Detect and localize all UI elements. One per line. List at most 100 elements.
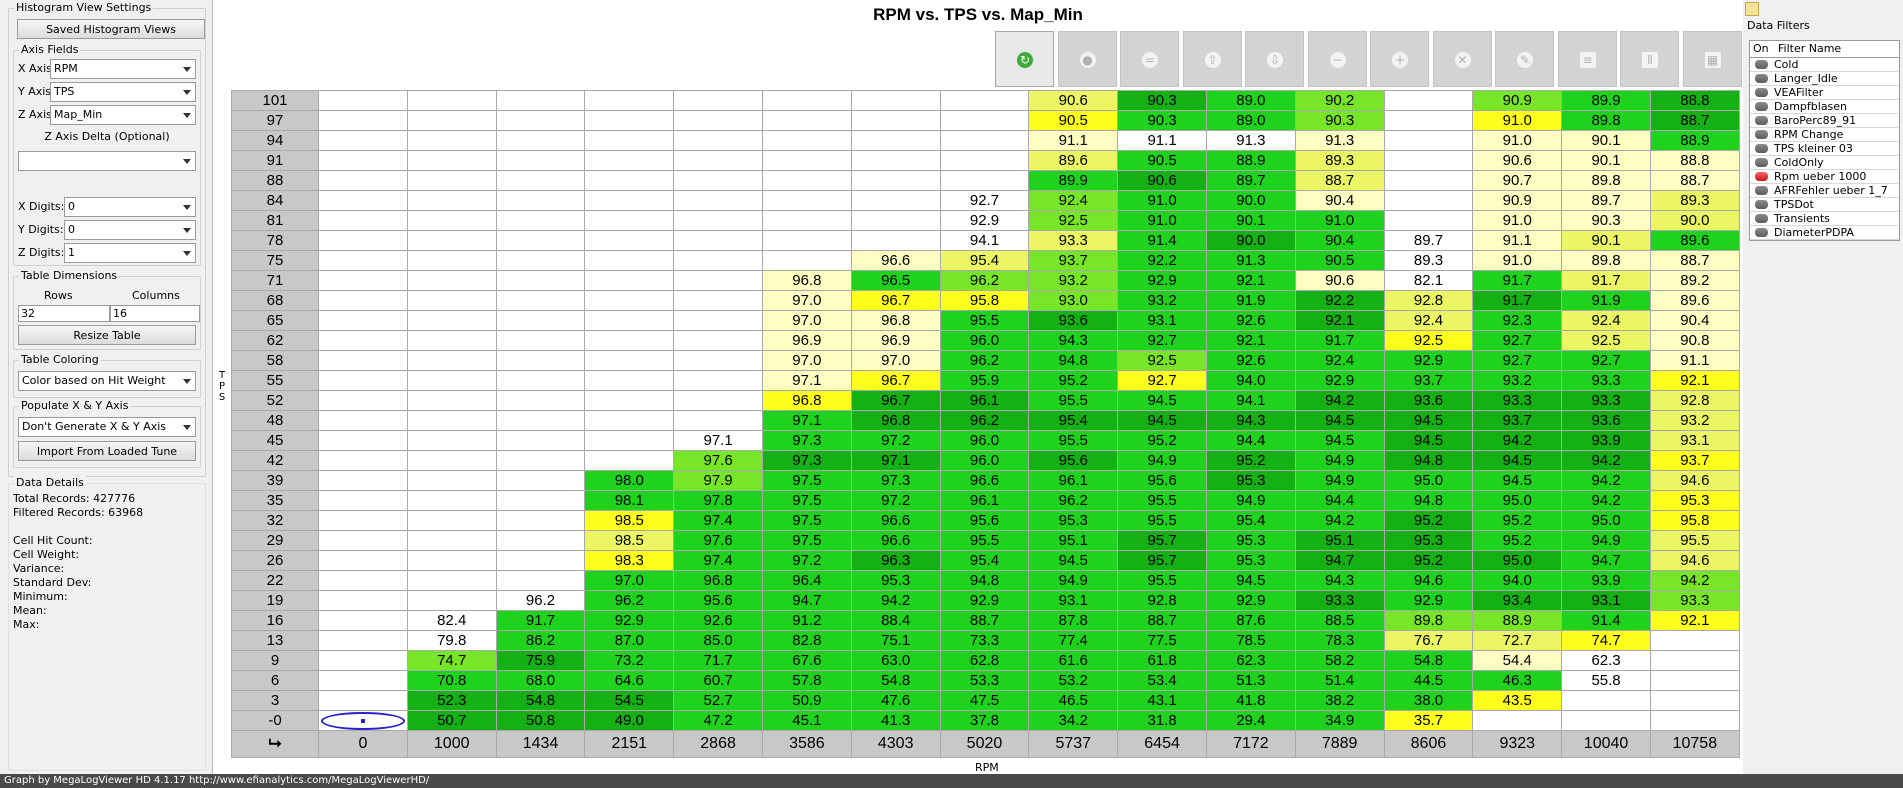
histogram-cell[interactable] — [495, 310, 586, 331]
histogram-cell[interactable]: 93.1 — [1561, 590, 1651, 611]
histogram-cell[interactable]: 54.8 — [1383, 650, 1474, 671]
histogram-cell[interactable] — [761, 230, 852, 251]
histogram-cell[interactable] — [495, 270, 586, 291]
histogram-cell[interactable]: 94.7 — [1294, 550, 1385, 571]
histogram-cell[interactable]: 74.7 — [406, 650, 497, 671]
histogram-cell[interactable] — [495, 530, 586, 551]
histogram-cell[interactable]: 97.2 — [850, 430, 941, 451]
histogram-cell[interactable] — [673, 250, 763, 271]
filter-row[interactable]: Transients — [1750, 212, 1899, 226]
histogram-cell[interactable]: 87.6 — [1205, 610, 1296, 631]
histogram-cell[interactable] — [673, 350, 763, 371]
histogram-cell[interactable]: 97.0 — [584, 570, 675, 591]
histogram-cell[interactable]: 97.6 — [673, 450, 763, 471]
histogram-cell[interactable]: 97.0 — [761, 310, 852, 331]
histogram-cell[interactable]: 93.6 — [1383, 390, 1474, 411]
histogram-cell[interactable]: 54.4 — [1472, 650, 1563, 671]
histogram-cell[interactable]: 88.9 — [1649, 130, 1740, 151]
histogram-cell[interactable]: 90.5 — [1028, 110, 1119, 131]
histogram-cell[interactable]: 97.4 — [673, 510, 763, 531]
filter-toggle-icon[interactable] — [1755, 60, 1768, 69]
histogram-cell[interactable] — [318, 110, 408, 131]
histogram-cell[interactable] — [673, 210, 763, 231]
histogram-cell[interactable]: 93.7 — [1028, 250, 1119, 271]
histogram-cell[interactable]: 96.2 — [939, 270, 1030, 291]
histogram-cell[interactable]: 92.9 — [1205, 590, 1296, 611]
histogram-cell[interactable] — [406, 90, 497, 111]
histogram-cell[interactable]: 96.8 — [761, 390, 852, 411]
filter-toggle-icon[interactable] — [1755, 228, 1768, 237]
histogram-cell[interactable] — [1383, 130, 1474, 151]
histogram-cell[interactable]: 90.2 — [1294, 90, 1385, 111]
histogram-cell[interactable] — [406, 550, 497, 571]
histogram-cell[interactable]: 94.6 — [1383, 570, 1474, 591]
histogram-cell[interactable]: 78.3 — [1294, 630, 1385, 651]
resize-table-button[interactable]: Resize Table — [18, 325, 196, 345]
histogram-cell[interactable]: 94.5 — [1472, 450, 1563, 471]
histogram-cell[interactable]: 97.3 — [761, 450, 852, 471]
histogram-cell[interactable]: 90.6 — [1294, 270, 1385, 291]
histogram-cell[interactable]: 95.3 — [1205, 550, 1296, 571]
histogram-cell[interactable] — [673, 170, 763, 191]
histogram-cell[interactable]: 93.3 — [1294, 590, 1385, 611]
histogram-cell[interactable]: 71.7 — [673, 650, 763, 671]
histogram-cell[interactable] — [406, 410, 497, 431]
histogram-cell[interactable]: 92.4 — [1383, 310, 1474, 331]
histogram-cell[interactable]: 77.4 — [1028, 630, 1119, 651]
histogram-cell[interactable] — [939, 170, 1030, 191]
histogram-cell[interactable] — [584, 430, 675, 451]
histogram-cell[interactable] — [1472, 710, 1563, 731]
histogram-cell[interactable] — [673, 150, 763, 171]
histogram-cell[interactable] — [584, 370, 675, 391]
histogram-cell[interactable]: 97.2 — [761, 550, 852, 571]
histogram-cell[interactable] — [318, 450, 408, 471]
histogram-cell[interactable]: 53.4 — [1117, 670, 1207, 691]
histogram-cell[interactable]: 62.3 — [1561, 650, 1651, 671]
histogram-cell[interactable]: 91.7 — [495, 610, 586, 631]
histogram-cell[interactable]: 95.0 — [1561, 510, 1651, 531]
histogram-cell[interactable]: 47.6 — [850, 690, 941, 711]
histogram-cell[interactable]: 94.2 — [1561, 470, 1651, 491]
histogram-cell[interactable]: 94.2 — [1561, 490, 1651, 511]
histogram-cell[interactable]: 95.4 — [939, 250, 1030, 271]
histogram-cell[interactable] — [406, 190, 497, 211]
download-button[interactable]: ⇩ — [1245, 31, 1304, 87]
equals-button[interactable]: = — [1120, 31, 1179, 87]
histogram-cell[interactable] — [318, 150, 408, 171]
histogram-cell[interactable] — [318, 510, 408, 531]
histogram-cell[interactable]: 94.3 — [1028, 330, 1119, 351]
z-axis-select[interactable]: Map_Min — [50, 105, 196, 125]
histogram-cell[interactable]: 82.1 — [1383, 270, 1474, 291]
histogram-cell[interactable] — [673, 370, 763, 391]
histogram-cell[interactable]: 97.1 — [761, 370, 852, 391]
histogram-cell[interactable]: 61.8 — [1117, 650, 1207, 671]
histogram-cell[interactable]: 86.2 — [495, 630, 586, 651]
import-tune-button[interactable]: Import From Loaded Tune — [18, 441, 196, 461]
histogram-cell[interactable] — [318, 650, 408, 671]
histogram-cell[interactable]: 67.6 — [761, 650, 852, 671]
histogram-cell[interactable]: 96.2 — [1028, 490, 1119, 511]
histogram-cell[interactable]: 96.1 — [939, 490, 1030, 511]
histogram-cell[interactable] — [406, 390, 497, 411]
histogram-cell[interactable]: 95.7 — [1117, 550, 1207, 571]
filter-row[interactable]: ColdOnly — [1750, 156, 1899, 170]
histogram-cell[interactable]: 95.3 — [1383, 530, 1474, 551]
histogram-cell[interactable]: 96.8 — [673, 570, 763, 591]
histogram-cell[interactable] — [318, 90, 408, 111]
histogram-cell[interactable] — [406, 370, 497, 391]
histogram-cell[interactable]: 61.6 — [1028, 650, 1119, 671]
histogram-cell[interactable]: 95.0 — [1472, 490, 1563, 511]
histogram-cell[interactable]: 95.5 — [939, 310, 1030, 331]
histogram-cell[interactable]: 90.0 — [1205, 230, 1296, 251]
histogram-cell[interactable]: 92.2 — [1294, 290, 1385, 311]
histogram-cell[interactable]: 92.7 — [1472, 330, 1563, 351]
histogram-cell[interactable]: 51.4 — [1294, 670, 1385, 691]
histogram-cell[interactable]: 72.7 — [1472, 630, 1563, 651]
histogram-cell[interactable]: 94.3 — [1205, 410, 1296, 431]
histogram-cell[interactable]: 88.4 — [850, 610, 941, 631]
histogram-cell[interactable]: 88.7 — [1649, 250, 1740, 271]
histogram-cell[interactable]: 95.8 — [1649, 510, 1740, 531]
histogram-cell[interactable] — [673, 190, 763, 211]
histogram-cell[interactable]: 94.5 — [1383, 430, 1474, 451]
histogram-cell[interactable] — [406, 210, 497, 231]
